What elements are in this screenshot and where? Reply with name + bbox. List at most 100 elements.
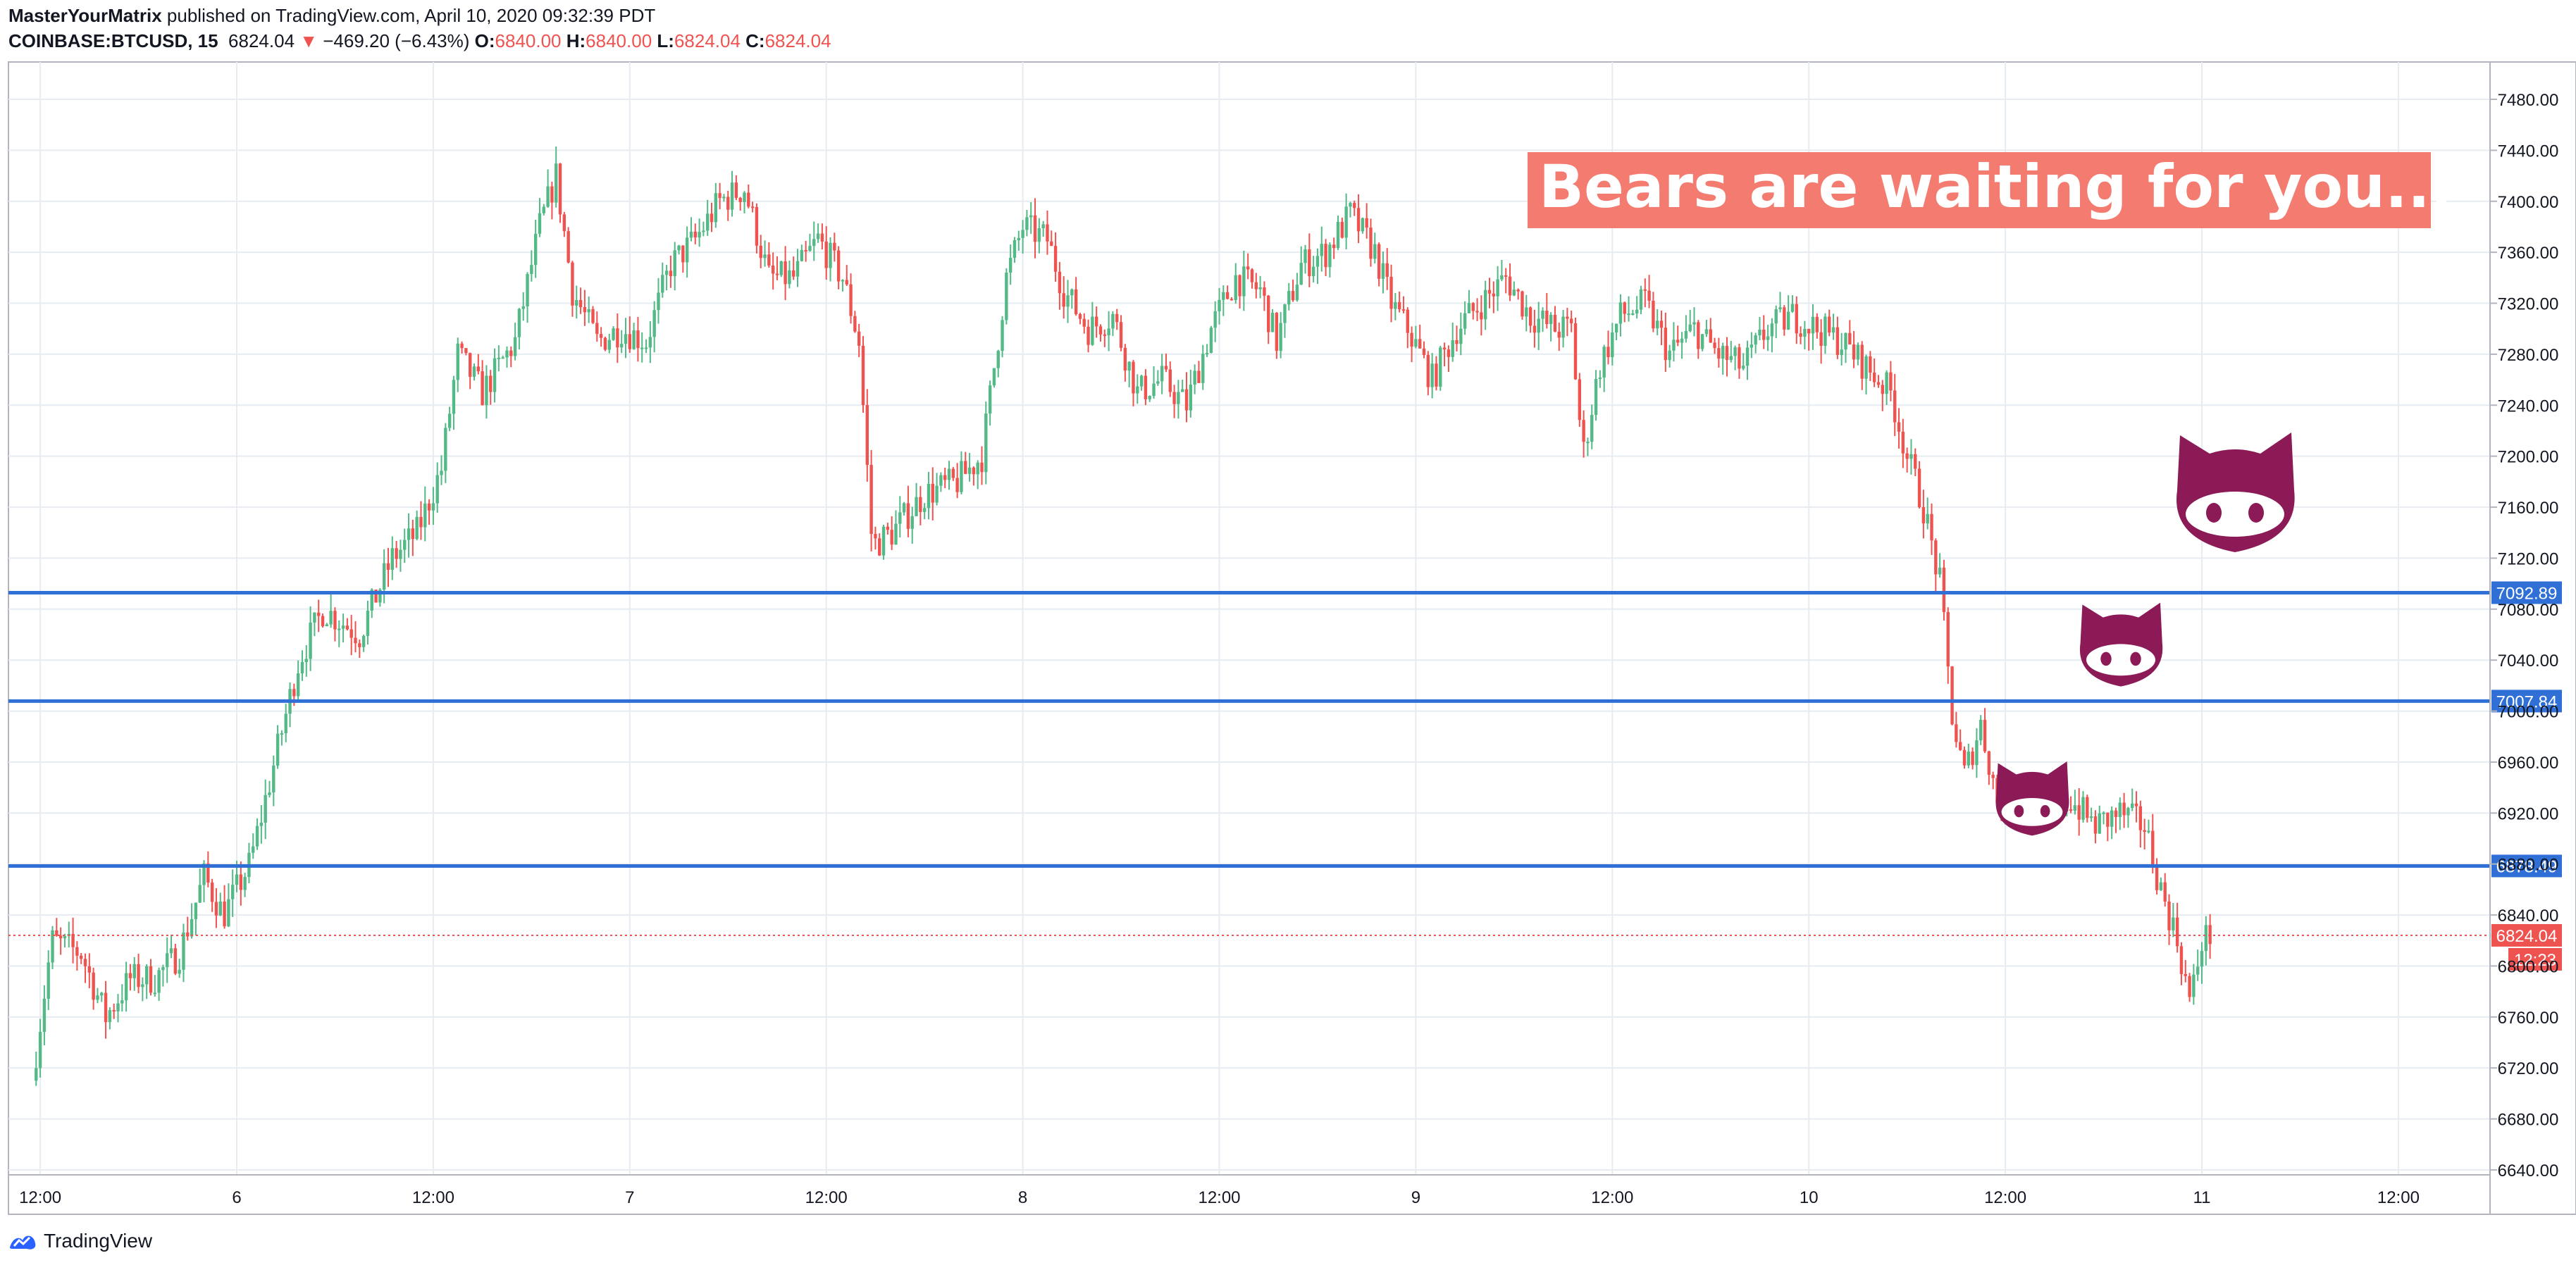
candle-body [808, 246, 812, 251]
candle-body [738, 197, 742, 202]
author-name[interactable]: MasterYourMatrix [8, 5, 162, 26]
candle-body [137, 964, 140, 987]
candle [1905, 447, 1909, 473]
symbol-label[interactable]: COINBASE:BTCUSD, 15 [8, 30, 218, 51]
candle-body [1766, 336, 1770, 340]
candle [1541, 307, 1544, 332]
candle-body [366, 610, 370, 636]
candle [304, 644, 308, 677]
candle-body [1672, 339, 1676, 351]
candle [1021, 220, 1024, 254]
candle [1475, 298, 1479, 321]
candle [919, 486, 922, 525]
candle-body [1401, 309, 1406, 311]
candle [788, 260, 791, 289]
candle-body [1955, 724, 1958, 742]
candle [83, 953, 87, 983]
candle-body [1561, 316, 1565, 338]
candle-body [1467, 303, 1471, 313]
candle [485, 365, 488, 419]
candle-body [218, 901, 222, 916]
candle [1111, 311, 1115, 337]
candle-body [1852, 344, 1856, 360]
candle-body [361, 635, 366, 647]
candle [657, 278, 660, 324]
candle [153, 975, 156, 997]
candle-body [1643, 289, 1647, 291]
candle-body [415, 516, 419, 540]
candle [1041, 220, 1045, 237]
annotation-box[interactable]: Bears are waiting for you... [1528, 152, 2453, 228]
candle-body [1475, 311, 1479, 313]
candle [1377, 242, 1381, 287]
candle-body [1144, 375, 1148, 399]
candle [456, 337, 459, 392]
candle [1353, 200, 1356, 216]
candle-body [1967, 752, 1971, 766]
candle-body [2077, 805, 2081, 820]
candle [603, 337, 607, 351]
candle-body [1938, 567, 1942, 575]
price-axis[interactable]: 6640.00 6680.00 6720.00 6760.00 6800.00 6840.… [2489, 62, 2559, 1214]
candle-body [689, 231, 693, 238]
candle [1496, 266, 1499, 311]
candle [51, 926, 54, 969]
candle [333, 607, 337, 642]
candle-body [468, 353, 472, 377]
candle [399, 540, 402, 572]
horizontal-levels[interactable]: 7092.89 7007.84 6878.49 6824.04 12:23 [8, 581, 2562, 971]
candle [738, 197, 742, 211]
candle-body [521, 306, 525, 309]
candle-body [1480, 312, 1483, 320]
candle-body [1754, 335, 1757, 345]
candle-body [1828, 316, 1831, 333]
candle [100, 992, 104, 1002]
candle [1930, 503, 1933, 555]
candle-body [1512, 289, 1516, 296]
candle-body [92, 972, 95, 1000]
candle [300, 650, 304, 681]
candle-body [1848, 332, 1852, 345]
candle-body [1987, 751, 1991, 775]
candle-body [898, 512, 902, 524]
candle-body [1614, 323, 1618, 333]
candle-body [943, 475, 947, 480]
price-tick-label: 7000.00 [2498, 703, 2559, 722]
candle-body [1082, 318, 1086, 327]
candle-body [1635, 309, 1639, 314]
candle [845, 265, 848, 286]
price-tick-label: 7360.00 [2498, 244, 2559, 263]
candle-body [1356, 208, 1361, 232]
candle-body [705, 213, 710, 231]
candle-body [481, 371, 484, 406]
candle [452, 375, 456, 430]
grid-lines [8, 62, 2490, 1175]
candle [1590, 404, 1594, 449]
candle [571, 261, 574, 317]
level-price-label: 7007.84 [2496, 692, 2558, 711]
candle-body [595, 323, 599, 335]
candle-body [2147, 830, 2150, 833]
candle [1742, 353, 1745, 370]
candle [1983, 708, 1987, 754]
candle [1209, 325, 1213, 354]
candle-body [1721, 346, 1725, 359]
time-axis[interactable]: 12:00 6 12:00 7 12:00 8 12:00 9 12:00 10 12:00 11 12… [8, 1174, 2490, 1207]
candle-body [1487, 289, 1492, 294]
footer-branding[interactable]: TradingView [7, 1228, 152, 1254]
candle-body [1410, 332, 1413, 347]
candle-body [1184, 389, 1189, 411]
candle-body [833, 242, 836, 251]
candle [526, 272, 529, 323]
candle [1394, 293, 1397, 320]
candle [1987, 750, 1991, 785]
candle-body [661, 275, 664, 293]
candle [1586, 437, 1590, 456]
candle-body [1439, 347, 1442, 387]
candle-body [505, 350, 509, 358]
candle-body [1869, 356, 1872, 373]
candle-body [1573, 323, 1578, 380]
candle [1091, 301, 1094, 346]
candle [1569, 310, 1573, 332]
